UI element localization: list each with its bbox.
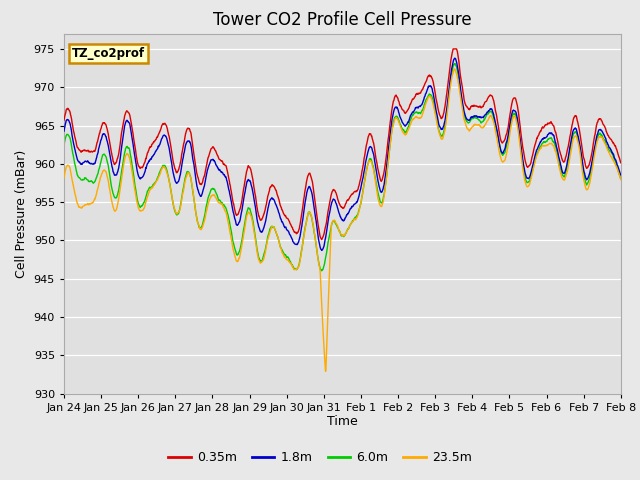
Legend: 0.35m, 1.8m, 6.0m, 23.5m: 0.35m, 1.8m, 6.0m, 23.5m — [163, 446, 477, 469]
Y-axis label: Cell Pressure (mBar): Cell Pressure (mBar) — [15, 149, 28, 278]
X-axis label: Time: Time — [327, 415, 358, 429]
Title: Tower CO2 Profile Cell Pressure: Tower CO2 Profile Cell Pressure — [213, 11, 472, 29]
Text: TZ_co2prof: TZ_co2prof — [72, 47, 145, 60]
